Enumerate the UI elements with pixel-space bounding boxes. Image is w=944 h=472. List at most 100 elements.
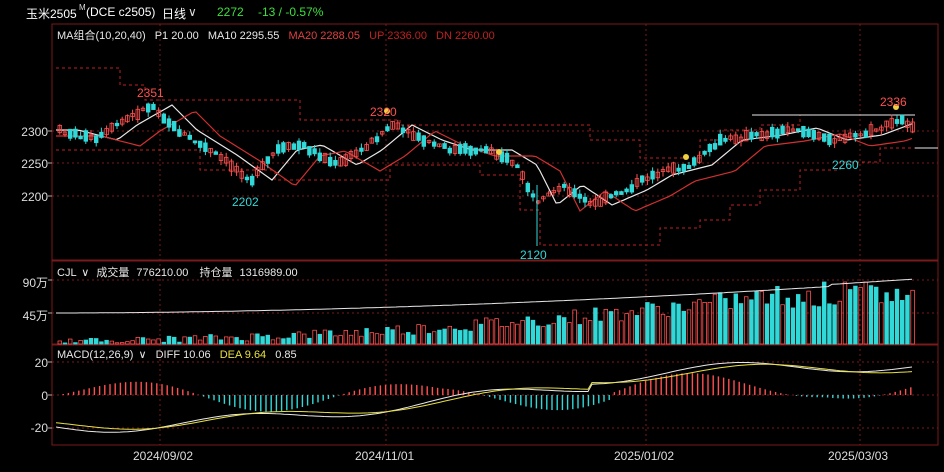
volume-bar: [681, 310, 686, 345]
candle-body: [598, 197, 603, 207]
candle-body: [104, 128, 109, 136]
volume-bar: [431, 331, 437, 345]
ma-indicator-name[interactable]: MA组合(10,20,40): [57, 30, 146, 42]
candle-body: [868, 124, 874, 136]
chevron-down-icon[interactable]: ∨: [188, 5, 197, 19]
volume-bar: [353, 330, 359, 345]
candle-body: [156, 109, 161, 117]
candle-body: [473, 147, 478, 155]
chevron-down-icon[interactable]: ∨: [81, 267, 90, 279]
last-price: 2272: [217, 5, 244, 19]
volume-bar: [650, 303, 655, 345]
candle-body: [686, 164, 692, 169]
volume-bar: [874, 286, 879, 345]
volume-bar: [738, 303, 744, 345]
candle-body: [749, 131, 754, 140]
volume-bar: [369, 332, 374, 345]
candle-body: [437, 143, 442, 148]
volume-bar: [104, 339, 109, 345]
candle-body: [208, 147, 213, 154]
volume-bar: [634, 315, 640, 345]
candle-body: [234, 165, 239, 173]
volume-bar: [192, 335, 198, 345]
candle-body: [442, 143, 447, 149]
candle-body: [327, 156, 333, 167]
signal-marker: [496, 149, 502, 155]
candle-body: [343, 154, 348, 166]
volume-bar: [853, 285, 858, 345]
volume-bar: [879, 302, 884, 345]
volume-bar: [364, 328, 369, 345]
candle-body: [270, 152, 276, 156]
volume-bar: [671, 302, 676, 345]
price-panel-frame: [51, 23, 939, 261]
volume-bar: [166, 335, 172, 345]
volume-bar: [109, 340, 114, 345]
volume-bar: [806, 290, 811, 345]
macd-indicator-name[interactable]: MACD(12,26,9): [57, 349, 134, 361]
candle-body: [99, 131, 104, 138]
chevron-down-icon[interactable]: ∨: [138, 349, 147, 361]
legend-ma20: MA20 2288.05: [288, 30, 361, 42]
candle-body: [900, 114, 905, 125]
volume-bar: [525, 316, 530, 345]
volume-bar: [749, 299, 754, 345]
candle-body: [816, 131, 822, 140]
candle-body: [666, 166, 671, 172]
candle-body: [650, 170, 655, 180]
period-selector[interactable]: 日线: [162, 7, 187, 21]
volume-bar: [197, 339, 203, 345]
volume-bar: [764, 303, 770, 345]
candle-body: [307, 146, 312, 156]
candle-body: [723, 137, 728, 142]
candle-body: [114, 122, 120, 127]
candle-body: [681, 163, 686, 172]
volume-bar: [177, 341, 182, 345]
volume-bar: [775, 286, 780, 345]
candle-body: [239, 170, 244, 179]
candle-body: [457, 144, 463, 154]
candle-body: [603, 191, 608, 204]
high-label-2320: 2320: [370, 105, 397, 119]
candle-body: [582, 196, 588, 203]
candle-body: [822, 133, 827, 142]
volume-bar: [182, 336, 187, 345]
candle-body: [374, 136, 380, 143]
candle-body: [608, 194, 614, 199]
candle-body: [187, 134, 192, 140]
volume-bar: [374, 333, 380, 345]
macd-tick-20: 20: [34, 356, 48, 370]
signal-marker: [893, 104, 899, 110]
volume-bar: [728, 308, 733, 345]
candle-body: [707, 143, 712, 153]
candle-body: [109, 122, 114, 132]
high-label-2336: 2336: [880, 95, 907, 109]
candle-body: [395, 122, 400, 130]
volume-bar: [234, 337, 239, 345]
volume-bar: [884, 292, 889, 345]
candle-body: [135, 108, 140, 121]
volume-bar: [780, 304, 785, 345]
volume-bar: [301, 333, 307, 345]
symbol-name[interactable]: 玉米2505: [26, 7, 77, 21]
volume-bar: [379, 333, 385, 345]
candle-body: [213, 151, 218, 155]
candle-body: [478, 148, 484, 152]
candle-body: [848, 132, 853, 138]
volume-bar: [811, 305, 816, 345]
volume-bar: [151, 339, 156, 345]
ma-legend: MA组合(10,20,40) P1 20.00 MA10 2295.55 MA2…: [57, 27, 495, 43]
volume-bar: [338, 335, 343, 345]
volume-bar: [629, 310, 634, 345]
candle-body: [171, 120, 177, 132]
volume-bar: [333, 335, 338, 345]
volume-bar: [556, 315, 562, 345]
candle-body: [286, 142, 291, 150]
price-tick-2300: 2300: [21, 125, 48, 139]
volume-bar: [796, 294, 801, 345]
cjl-indicator-name[interactable]: CJL: [57, 267, 77, 279]
volume-bar: [322, 329, 328, 345]
volume-bar: [598, 320, 603, 345]
candle-body: [567, 187, 572, 197]
